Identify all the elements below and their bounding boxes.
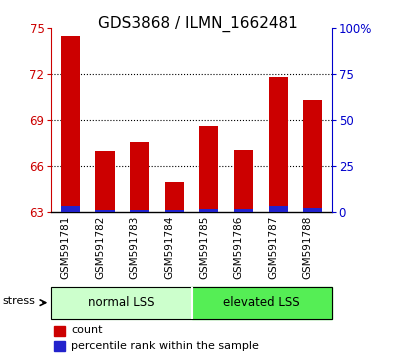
Text: GSM591786: GSM591786 [233,216,243,279]
Text: elevated LSS: elevated LSS [224,296,300,309]
Text: stress: stress [3,296,36,306]
Text: count: count [71,325,102,336]
Bar [192,287,332,319]
Text: percentile rank within the sample: percentile rank within the sample [71,341,259,351]
Text: GSM591787: GSM591787 [268,216,278,279]
Text: GSM591782: GSM591782 [95,216,105,279]
Bar [269,206,288,212]
Bar [303,208,322,212]
Bar [199,126,218,212]
Bar [61,206,80,212]
Bar [269,78,288,212]
Text: GDS3868 / ILMN_1662481: GDS3868 / ILMN_1662481 [98,16,297,32]
Bar [130,210,149,212]
Bar [96,151,115,212]
Bar [51,287,192,319]
Text: GSM591785: GSM591785 [199,216,209,279]
Bar [234,149,253,212]
Bar [61,36,80,212]
Text: GSM591783: GSM591783 [130,216,140,279]
Bar [165,182,184,212]
Bar [234,209,253,212]
Text: GSM591781: GSM591781 [60,216,70,279]
Bar [303,101,322,212]
Bar [165,210,184,212]
Text: GSM591784: GSM591784 [164,216,174,279]
Bar [54,326,66,336]
Bar [96,210,115,212]
Text: GSM591788: GSM591788 [303,216,313,279]
Bar [199,209,218,212]
Text: normal LSS: normal LSS [88,296,155,309]
Bar [54,341,66,351]
Bar [130,142,149,212]
